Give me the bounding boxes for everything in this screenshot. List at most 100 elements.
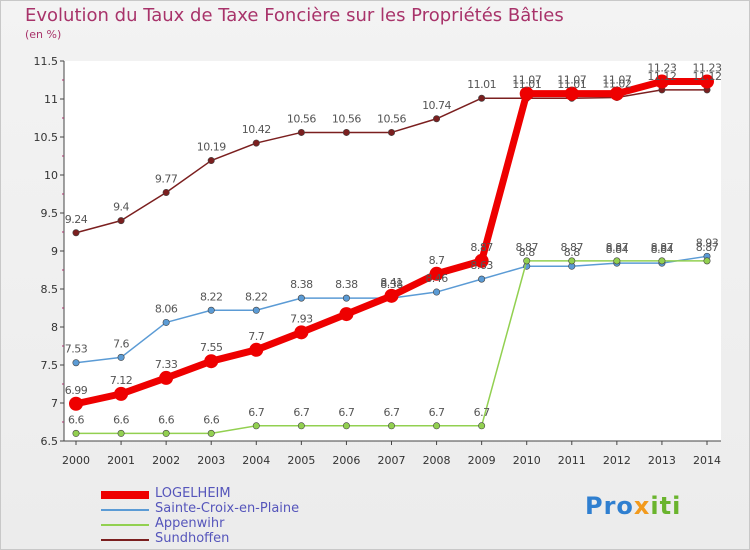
data-point [69, 396, 83, 411]
data-point [294, 325, 309, 340]
data-point [72, 359, 80, 367]
data-label: 8.46 [425, 272, 448, 285]
data-label: 11.01 [467, 78, 496, 91]
data-point [207, 157, 215, 165]
x-tick-label: 2007 [378, 454, 406, 467]
data-label: 11.23 [693, 62, 722, 75]
data-point [433, 422, 441, 430]
data-label: 7.12 [110, 374, 133, 387]
x-tick-label: 2008 [423, 454, 451, 467]
y-tick-label: 7 [51, 397, 58, 410]
data-label: 10.19 [197, 141, 226, 154]
data-label: 8.8 [564, 246, 580, 259]
data-point [342, 128, 350, 136]
x-tick-label: 2009 [468, 454, 496, 467]
legend-label: Sundhoffen [155, 531, 230, 546]
data-point [387, 128, 395, 136]
data-point [297, 294, 305, 302]
data-label: 7.7 [248, 330, 264, 343]
data-point [700, 74, 714, 89]
data-label: 8.22 [200, 290, 223, 303]
data-point [249, 342, 264, 357]
chart-unit: (en %) [25, 28, 62, 41]
x-tick-label: 2014 [693, 454, 721, 467]
data-label: 6.7 [338, 406, 354, 419]
data-label: 10.42 [242, 123, 271, 136]
data-point [703, 257, 711, 265]
data-point [162, 429, 170, 437]
data-label: 7.6 [113, 337, 129, 350]
data-label: 8.7 [429, 254, 445, 267]
data-label: 8.87 [561, 241, 584, 254]
data-label: 11.23 [647, 62, 676, 75]
legend-item: Appenwihr [101, 516, 361, 532]
y-tick-label: 9.5 [41, 207, 59, 220]
data-label: 11.01 [512, 78, 541, 91]
data-label: 9.77 [155, 172, 178, 185]
data-point [72, 429, 80, 437]
data-point [523, 257, 531, 265]
chart-title: Evolution du Taux de Taxe Foncière sur l… [25, 5, 564, 26]
y-tick-label: 9 [51, 245, 58, 258]
x-tick-label: 2001 [107, 454, 135, 467]
data-label: 10.56 [377, 112, 406, 125]
x-tick-label: 2000 [62, 454, 90, 467]
data-label: 11.07 [557, 74, 586, 87]
data-label: 8.38 [380, 278, 403, 291]
data-point [252, 306, 260, 314]
data-point [474, 253, 489, 268]
legend-label: LOGELHEIM [155, 486, 231, 501]
x-tick-label: 2013 [648, 454, 676, 467]
y-tick-label: 8 [51, 321, 58, 334]
y-tick-label: 11 [44, 93, 58, 106]
data-point [117, 217, 125, 225]
data-label: 6.7 [474, 406, 490, 419]
data-label: 10.74 [422, 99, 451, 112]
data-point [342, 422, 350, 430]
data-label: 8.63 [470, 259, 493, 272]
logo-part-1: Pro [585, 492, 634, 520]
x-tick-label: 2012 [603, 454, 631, 467]
data-label: 8.87 [651, 241, 674, 254]
legend-swatch [101, 491, 149, 499]
y-tick-label: 11.5 [34, 55, 59, 68]
data-point [342, 294, 350, 302]
data-point [159, 370, 174, 385]
data-label: 10.56 [332, 112, 361, 125]
data-label: 8.41 [380, 276, 403, 289]
data-label: 8.38 [335, 278, 358, 291]
data-label: 8.93 [696, 236, 719, 249]
data-point [478, 422, 486, 430]
data-label: 6.99 [65, 384, 88, 397]
legend-label: Sainte-Croix-en-Plaine [155, 501, 300, 516]
data-label: 8.87 [696, 241, 719, 254]
data-label: 6.7 [429, 406, 445, 419]
data-point [297, 422, 305, 430]
data-label: 7.55 [200, 341, 223, 354]
legend-swatch [101, 509, 149, 511]
data-label: 9.4 [113, 201, 129, 214]
data-label: 7.33 [155, 358, 178, 371]
data-point [339, 307, 354, 322]
data-label: 11.07 [512, 74, 541, 87]
data-point [609, 86, 624, 101]
data-label: 6.7 [384, 406, 400, 419]
data-label: 8.87 [606, 241, 629, 254]
data-point [478, 275, 486, 283]
legend-label: Appenwihr [155, 516, 225, 531]
data-point [654, 74, 669, 89]
data-point [568, 257, 576, 265]
data-label: 11.02 [602, 77, 631, 90]
data-point [297, 128, 305, 136]
data-label: 8.38 [290, 278, 313, 291]
data-point [204, 354, 219, 369]
data-label: 11.12 [693, 70, 722, 83]
data-label: 8.06 [155, 302, 178, 315]
data-point [162, 318, 170, 326]
data-point [429, 266, 444, 281]
data-label: 6.6 [68, 413, 84, 426]
legend-swatch [101, 524, 149, 526]
proxiti-logo: Proxiti [585, 492, 681, 520]
data-point [478, 94, 486, 102]
